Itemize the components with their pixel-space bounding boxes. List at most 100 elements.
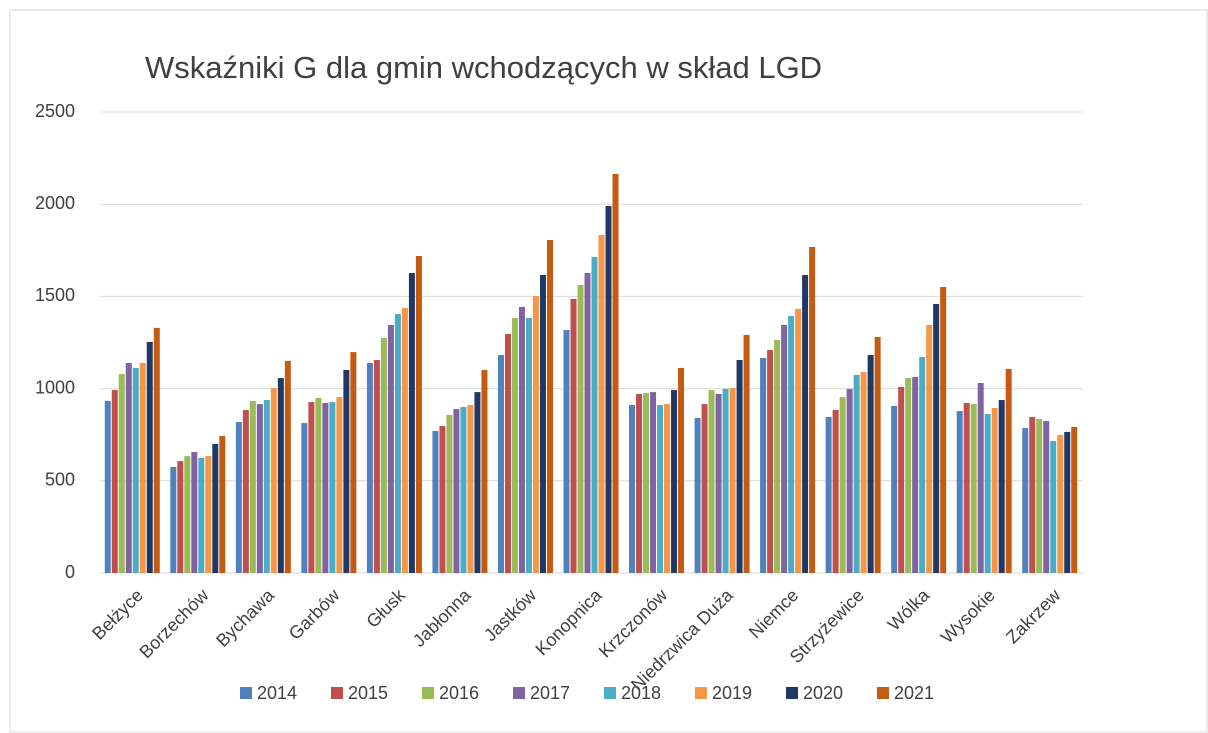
legend-label: 2018 [621,683,661,703]
bar [504,334,511,573]
bar [977,383,984,573]
bar [584,272,591,573]
bar [219,435,226,573]
bar [825,416,832,573]
bar [940,286,947,573]
bar [177,461,184,573]
bar [1050,440,1057,573]
bar [453,409,460,573]
legend-label: 2019 [712,683,752,703]
bar [401,308,408,573]
bar [963,402,970,573]
bar [591,256,598,573]
legend-swatch [786,687,798,699]
bar [722,388,729,573]
bar [701,404,708,573]
bar [650,392,657,573]
bar [373,360,380,573]
bar [497,355,504,573]
bar [577,284,584,573]
bar [256,404,263,573]
bar [657,405,664,573]
legend-swatch [331,687,343,699]
bar [249,400,256,573]
bar [366,362,373,573]
bar [474,392,481,573]
bar [387,324,394,573]
bar [263,400,270,573]
bar [767,350,774,573]
bar [525,317,532,573]
bar [933,303,940,573]
bar [1036,419,1043,573]
bar [1057,435,1064,573]
bar [1029,416,1036,573]
bar [235,421,242,573]
bar [694,417,701,573]
bar [308,402,315,573]
bar [984,414,991,573]
bar [191,452,198,573]
bar [153,327,160,573]
bar [329,402,336,573]
bar [118,374,125,573]
legend-swatch [695,687,707,699]
bar [809,246,816,573]
bar [788,315,795,573]
bar [867,355,874,573]
bar [839,397,846,573]
bar [205,456,212,573]
bar [511,317,518,573]
legend-swatch [877,687,889,699]
bar [912,376,919,573]
legend-label: 2016 [439,683,479,703]
y-tick-label: 1500 [35,285,75,305]
bar [846,388,853,573]
bar [212,443,219,573]
bar [1022,428,1029,573]
bar [439,426,446,573]
bar [336,397,343,573]
bar [853,374,860,573]
legend-label: 2015 [348,683,388,703]
bar [671,390,678,573]
bar [467,405,474,573]
legend-swatch [422,687,434,699]
bar [1064,431,1071,573]
bar [322,402,329,573]
legend-swatch [240,687,252,699]
bar [563,329,570,573]
bar [380,338,387,573]
bar [636,393,643,573]
bar [277,378,284,573]
bar [774,339,781,573]
bar [415,256,422,573]
bar [898,386,905,573]
bar [998,400,1005,573]
bar [408,272,415,573]
legend-swatch [604,687,616,699]
bar [301,423,308,573]
legend-swatch [513,687,525,699]
bar [1005,369,1012,573]
bar [715,393,722,573]
bar [736,360,743,573]
bar [643,393,650,573]
bar [708,390,715,573]
bar [860,372,867,573]
bar [629,405,636,573]
legend-label: 2014 [257,683,297,703]
bar [284,360,291,573]
y-tick-label: 2000 [35,193,75,213]
bar [1071,426,1078,573]
bar [605,206,612,573]
bar [350,352,357,573]
y-tick-label: 1000 [35,377,75,397]
bar [460,407,467,573]
bar [518,306,525,573]
bar [111,390,118,573]
chart-title: Wskaźniki G dla gmin wchodzących w skład… [145,50,822,85]
bar [891,405,898,573]
bar [343,369,350,573]
